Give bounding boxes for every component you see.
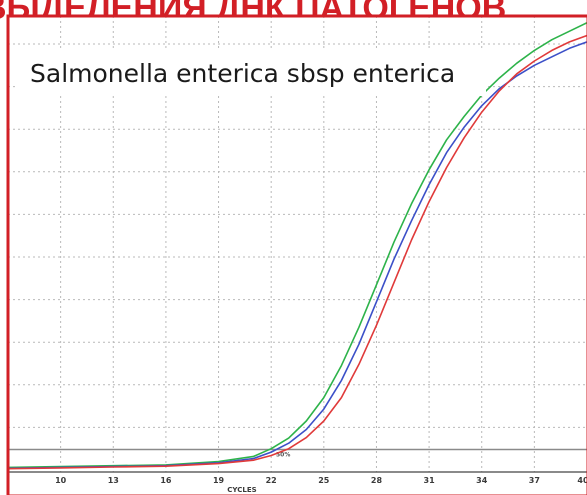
- x-tick-labels: 10 13 16 19 22 25 28 31 34 37 40: [55, 476, 587, 485]
- x-tick-label: 22: [266, 476, 277, 485]
- chart-title: Salmonella enterica sbsp enterica: [30, 59, 455, 88]
- x-tick-label: 10: [55, 476, 67, 485]
- title-box: [18, 50, 486, 96]
- x-tick-label: 25: [318, 476, 330, 485]
- x-axis-label: CYCLES: [227, 486, 256, 494]
- series-line-3: [7, 34, 587, 470]
- x-tick-label: 37: [529, 476, 540, 485]
- threshold-label: 50%: [276, 452, 290, 459]
- x-tick-label: 16: [160, 476, 172, 485]
- x-tick-label: 40: [577, 476, 587, 485]
- series-line-1: [7, 21, 587, 469]
- x-tick-label: 19: [213, 476, 225, 485]
- x-tick-label: 13: [108, 476, 119, 485]
- series-group: [7, 21, 587, 470]
- x-tick-label: 31: [424, 476, 436, 485]
- x-tick-label: 28: [371, 476, 383, 485]
- x-tick-label: 34: [476, 476, 488, 485]
- frame-border: [6, 14, 587, 495]
